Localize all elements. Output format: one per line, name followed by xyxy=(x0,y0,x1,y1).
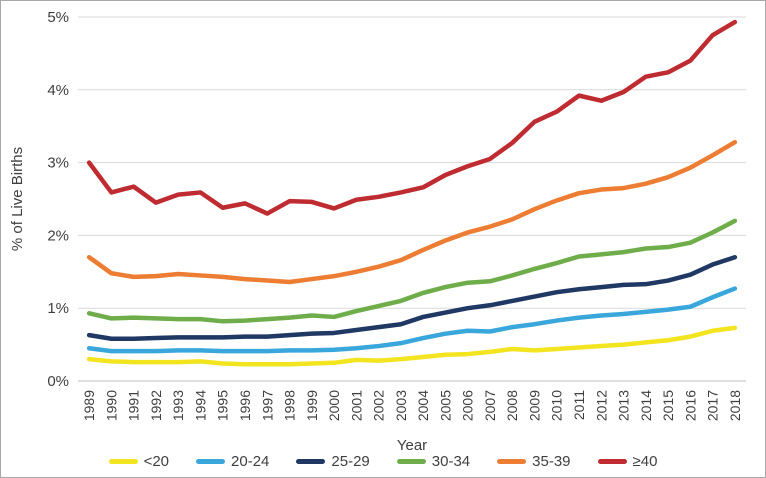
legend-label-30-34: 30-34 xyxy=(431,453,471,470)
legend-label-40-plus: ≥40 xyxy=(632,453,658,470)
legend: <20 20-24 25-29 30-34 35-39 ≥40 xyxy=(1,453,765,470)
legend-swatch-under-20 xyxy=(108,459,138,464)
x-tick-label: 2017 xyxy=(705,390,721,421)
legend-label-20-24: 20-24 xyxy=(231,453,270,470)
x-tick-label: 1992 xyxy=(148,390,164,421)
x-tick-label: 2001 xyxy=(348,390,364,421)
legend-swatch-20-24 xyxy=(196,459,226,464)
series-line-25-29 xyxy=(86,254,738,342)
x-tick-label: 2018 xyxy=(727,390,743,421)
x-tick-label: 1999 xyxy=(304,390,320,421)
x-axis-title: Year xyxy=(396,437,428,454)
series-line-40-plus xyxy=(86,19,738,216)
x-tick-label: 2016 xyxy=(682,390,698,421)
x-tick-label: 1993 xyxy=(170,390,186,421)
y-tick-label: 3% xyxy=(47,155,69,172)
y-tick-label: 1% xyxy=(47,300,69,317)
x-tick-label: 2003 xyxy=(393,390,409,421)
legend-label-35-39: 35-39 xyxy=(532,453,571,470)
y-tick-label: 2% xyxy=(47,227,69,244)
x-tick-label: 2009 xyxy=(526,390,542,421)
legend-item-under-20: <20 xyxy=(108,453,170,470)
x-tick-label: 1994 xyxy=(192,390,208,421)
legend-label-under-20: <20 xyxy=(143,453,170,470)
x-tick-label: 1991 xyxy=(126,390,142,421)
x-tick-label: 1996 xyxy=(237,390,253,421)
x-tick-label: 2011 xyxy=(571,390,587,420)
y-tick-label: 0% xyxy=(47,373,69,390)
legend-swatch-30-34 xyxy=(396,459,426,464)
legend-swatch-35-39 xyxy=(497,459,527,464)
legend-item-30-34: 30-34 xyxy=(396,453,471,470)
legend-item-20-24: 20-24 xyxy=(196,453,269,470)
x-tick-label: 2013 xyxy=(616,390,632,421)
legend-label-25-29: 25-29 xyxy=(331,453,370,470)
series-line-20-24 xyxy=(86,286,738,354)
series-line-30-34 xyxy=(86,218,738,324)
legend-swatch-40-plus xyxy=(597,459,627,464)
y-tick-label: 4% xyxy=(47,82,69,99)
x-tick-label: 2010 xyxy=(549,390,565,421)
x-tick-label: 1997 xyxy=(259,390,275,421)
legend-item-35-39: 35-39 xyxy=(497,453,571,470)
x-tick-label: 2006 xyxy=(460,390,476,421)
x-tick-label: 2000 xyxy=(326,390,342,421)
y-tick-label: 5% xyxy=(47,9,69,26)
legend-item-25-29: 25-29 xyxy=(296,453,370,470)
x-tick-label: 2015 xyxy=(660,390,676,421)
x-tick-label: 2007 xyxy=(482,390,498,421)
x-tick-label: 2005 xyxy=(437,390,453,421)
x-tick-label: 1995 xyxy=(215,390,231,421)
series-line-under-20 xyxy=(86,325,738,367)
x-tick-label: 2012 xyxy=(593,390,609,421)
x-tick-label: 2008 xyxy=(504,390,520,421)
x-tick-label: 2002 xyxy=(371,390,387,421)
x-tick-label: 1998 xyxy=(282,390,298,421)
series-line-35-39 xyxy=(86,139,738,285)
x-tick-label: 1990 xyxy=(103,390,119,421)
x-tick-label: 2004 xyxy=(415,390,431,421)
legend-swatch-25-29 xyxy=(296,459,326,464)
legend-item-40-plus: ≥40 xyxy=(597,453,658,470)
x-tick-label: 1989 xyxy=(81,390,97,421)
x-tick-label: 2014 xyxy=(638,390,654,421)
